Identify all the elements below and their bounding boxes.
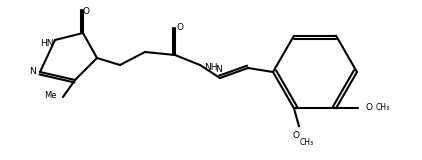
Text: N: N <box>215 65 222 75</box>
Text: HN: HN <box>40 39 54 48</box>
Text: O: O <box>292 131 300 140</box>
Text: O: O <box>365 103 372 112</box>
Text: N: N <box>29 68 35 76</box>
Text: Me: Me <box>44 91 57 100</box>
Text: NH: NH <box>204 63 217 72</box>
Text: O: O <box>176 24 184 32</box>
Text: CH₃: CH₃ <box>300 138 314 147</box>
Text: O: O <box>82 8 89 16</box>
Text: CH₃: CH₃ <box>376 103 390 112</box>
